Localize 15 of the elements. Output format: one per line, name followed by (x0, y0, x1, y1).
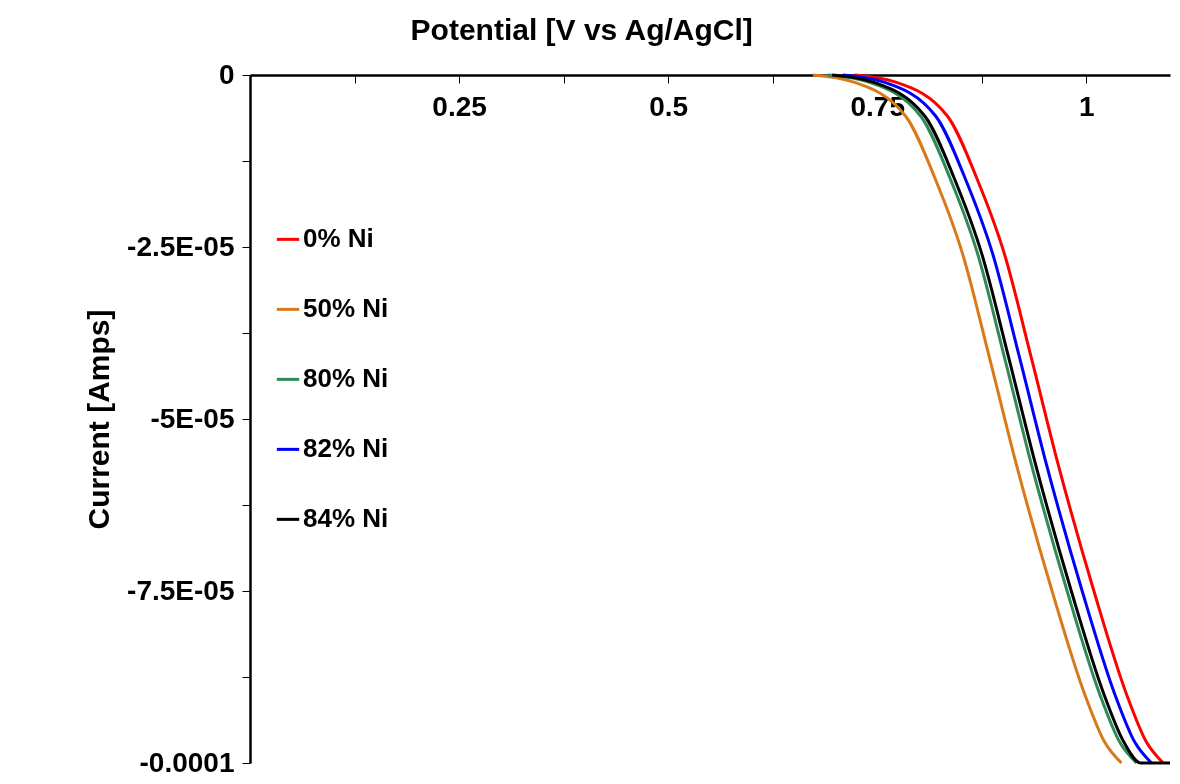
y-tick-label: -0.0001 (139, 746, 235, 778)
x-axis-title: Potential [V vs Ag/AgCl] (410, 12, 753, 46)
legend-label: 0% Ni (303, 223, 374, 254)
y-tick-label: -2.5E-05 (127, 230, 235, 262)
legend-label: 80% Ni (303, 363, 389, 394)
y-axis-title: Current [Amps] (82, 309, 116, 530)
legend-label: 82% Ni (303, 433, 389, 464)
y-tick-label: 0 (218, 58, 235, 90)
y-tick-label: -7.5E-05 (127, 574, 235, 606)
legend-label: 50% Ni (303, 293, 389, 324)
x-tick-label: 0.25 (432, 90, 487, 122)
x-tick-label: 0.5 (649, 90, 689, 122)
y-tick-label: -5E-05 (150, 402, 235, 434)
x-tick-label: 1 (1079, 90, 1095, 122)
legend-label: 84% Ni (303, 503, 389, 534)
